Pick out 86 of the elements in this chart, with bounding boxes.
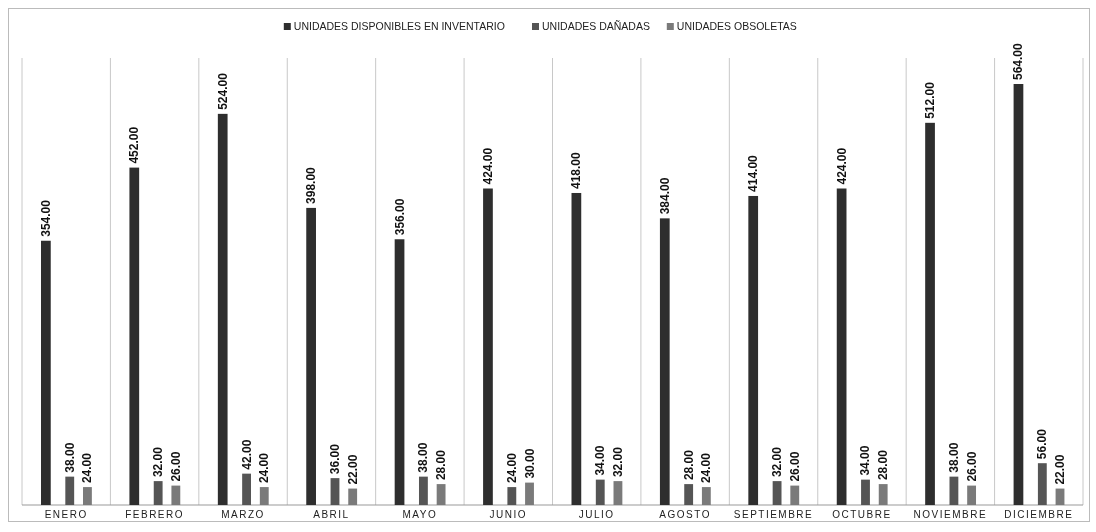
bar [967, 485, 977, 505]
x-tick-label: NOVIEMBRE [913, 509, 988, 520]
bar [836, 188, 847, 505]
data-label: 38.00 [416, 442, 431, 473]
data-label: 26.00 [964, 451, 979, 482]
data-label: 28.00 [434, 449, 449, 481]
bar [861, 479, 870, 505]
data-label: 414.00 [746, 154, 761, 192]
data-label: 356.00 [392, 198, 407, 236]
bar [790, 485, 800, 505]
data-label: 28.00 [681, 449, 696, 481]
data-label: 22.00 [345, 454, 360, 485]
bar [394, 239, 405, 505]
bar [129, 167, 140, 505]
data-label: 42.00 [239, 439, 254, 470]
x-tick-label: MARZO [221, 509, 265, 520]
bar [507, 487, 517, 505]
x-tick-label: ENERO [44, 509, 88, 520]
data-label: 424.00 [480, 147, 495, 185]
bar [65, 476, 75, 505]
data-label: 26.00 [168, 451, 183, 482]
data-label: 384.00 [657, 177, 672, 215]
data-label: 34.00 [858, 445, 873, 476]
legend-label: UNIDADES OBSOLETAS [676, 20, 797, 32]
bar [217, 113, 228, 505]
x-tick-label: AGOSTO [659, 509, 711, 520]
bar [1037, 463, 1047, 505]
bar [949, 476, 959, 505]
data-label: 398.00 [304, 166, 319, 204]
data-label: 32.00 [151, 446, 166, 478]
data-label: 32.00 [770, 446, 785, 478]
x-tick-label: JUNIO [489, 509, 528, 520]
bar [259, 487, 269, 505]
legend-label: UNIDADES DAÑADAS [542, 20, 650, 32]
x-tick-label: ABRIL [313, 509, 350, 520]
data-label: 24.00 [80, 452, 95, 484]
bar [748, 195, 759, 505]
bar [659, 218, 670, 505]
data-label: 22.00 [1053, 454, 1068, 485]
data-label: 512.00 [923, 81, 938, 119]
data-label: 424.00 [834, 147, 849, 185]
x-tick-label: SEPTIEMBRE [733, 509, 814, 520]
bar [153, 481, 163, 505]
bar [436, 484, 446, 505]
bar [83, 487, 92, 505]
data-label: 418.00 [569, 151, 584, 189]
bar [613, 481, 623, 505]
bar [306, 207, 316, 505]
bar [878, 484, 888, 505]
data-label: 36.00 [327, 443, 342, 475]
bar [330, 478, 340, 505]
bar [571, 192, 582, 505]
bar [1013, 84, 1024, 505]
data-label: 524.00 [215, 72, 230, 110]
bar [701, 487, 711, 505]
data-label: 30.00 [522, 448, 537, 479]
data-label: 38.00 [62, 442, 77, 473]
x-tick-label: FEBRERO [125, 509, 185, 520]
bar [684, 484, 694, 505]
data-label: 38.00 [946, 442, 961, 473]
x-tick-label: MAYO [402, 509, 438, 520]
data-label: 28.00 [876, 449, 891, 481]
data-label: 354.00 [38, 199, 53, 237]
data-label: 24.00 [504, 452, 519, 484]
data-label: 26.00 [787, 451, 802, 482]
data-label: 24.00 [257, 452, 272, 484]
data-label: 56.00 [1035, 428, 1050, 460]
bar [525, 482, 534, 505]
data-label: 24.00 [699, 452, 714, 484]
bar [242, 473, 251, 505]
bar [41, 240, 51, 505]
x-tick-label: DICIEMBRE [1004, 509, 1074, 520]
bar [595, 479, 605, 505]
bar [418, 476, 428, 505]
data-label: 34.00 [593, 445, 608, 476]
bar [772, 481, 782, 505]
bar [348, 488, 358, 505]
x-tick-label: JULIO [578, 509, 615, 520]
legend-label: UNIDADES DISPONIBLES EN INVENTARIO [293, 20, 505, 32]
data-label: 564.00 [1011, 42, 1026, 80]
data-label: 452.00 [127, 126, 142, 164]
bar [171, 485, 181, 505]
x-tick-label: OCTUBRE [832, 509, 892, 520]
data-label: 32.00 [610, 446, 625, 478]
bar [483, 188, 493, 505]
bar [925, 122, 935, 505]
